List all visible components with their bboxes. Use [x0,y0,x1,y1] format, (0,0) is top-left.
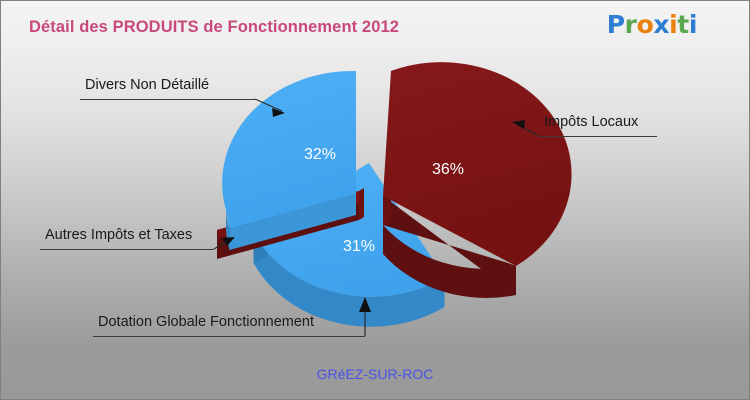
logo-letter-t: t [677,10,689,39]
callout-underline-dotation [93,336,365,337]
callout-label-impots-locaux[interactable]: Impôts Locaux [544,114,639,130]
proxiti-logo[interactable]: Proxiti [606,10,698,39]
slice-depth-divers-front [229,194,356,250]
callout-leaders [213,98,540,336]
slice-label-dotation: 31% [343,238,375,255]
slice-top-impots [383,62,572,266]
logo-letter-p: P [606,10,625,39]
slice-depth-impots-arc [383,196,516,298]
callout-label-divers-non-detaille[interactable]: Divers Non Détaillé [85,77,210,93]
pie-slice-impots-locaux[interactable]: 36% [383,62,572,298]
logo-letter-o: o [636,10,654,39]
leader-arrow-impots [512,120,525,129]
slice-label-divers: 32% [304,146,336,163]
pie-slice-divers-non-detaille[interactable]: 32% [222,70,356,250]
slice-depth-autres-tip [359,188,364,220]
callout-underline-autres [40,249,214,250]
logo-letter-i: i [669,10,678,39]
callout-label-dotation-globale-fonctionnement[interactable]: Dotation Globale Fonctionnement [98,314,315,330]
leader-arrow-autres [222,237,235,246]
callout-label-autres-impots-et-taxes[interactable]: Autres Impôts et Taxes [45,227,193,243]
callout-underline-impots [539,136,657,137]
slice-depth-impots-left [383,193,391,225]
slice-depth-impots-right [383,196,516,295]
logo-letter-r: r [624,10,637,39]
logo-letter-i2: i [688,10,698,39]
slice-top-divers [222,70,356,229]
slice-depth-dotation [253,233,445,327]
slice-label-impots: 36% [432,161,464,178]
leader-line-divers [254,98,283,112]
commune-name: GRéEZ-SUR-ROC [316,366,434,382]
logo-letter-x: x [653,10,670,39]
leader-arrow-dotation [359,297,371,312]
leader-arrow-divers [272,108,285,117]
page-title: Détail des PRODUITS de Fonctionnement 20… [29,18,400,36]
callout-underline-divers [80,99,255,100]
